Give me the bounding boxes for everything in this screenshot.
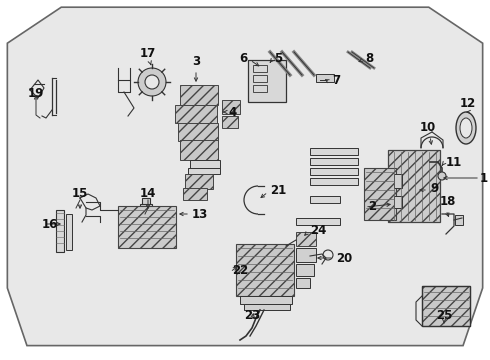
Text: 13: 13 [192,207,208,220]
FancyBboxPatch shape [296,264,314,276]
FancyBboxPatch shape [296,248,316,262]
Text: 11: 11 [446,156,462,168]
FancyBboxPatch shape [222,116,238,128]
FancyBboxPatch shape [248,60,286,102]
Text: 6: 6 [239,51,247,64]
FancyBboxPatch shape [310,196,340,203]
FancyBboxPatch shape [455,215,463,225]
Text: 21: 21 [270,184,286,197]
FancyBboxPatch shape [310,178,358,185]
FancyBboxPatch shape [244,304,290,310]
FancyBboxPatch shape [310,168,358,175]
FancyBboxPatch shape [296,232,316,246]
Text: 23: 23 [244,309,260,322]
Text: 2: 2 [368,199,376,212]
FancyBboxPatch shape [142,198,150,212]
FancyBboxPatch shape [394,196,402,208]
FancyBboxPatch shape [296,218,340,225]
Text: 25: 25 [436,309,452,322]
FancyBboxPatch shape [388,150,440,222]
FancyBboxPatch shape [188,168,220,174]
Text: 1: 1 [480,171,488,185]
Polygon shape [7,7,483,346]
Text: 16: 16 [42,217,58,230]
Ellipse shape [460,118,472,138]
FancyBboxPatch shape [118,206,176,248]
Text: 20: 20 [336,252,352,265]
FancyBboxPatch shape [310,158,358,165]
Circle shape [145,75,159,89]
Text: 15: 15 [72,187,88,200]
FancyBboxPatch shape [175,105,217,123]
Text: 4: 4 [228,105,236,118]
FancyBboxPatch shape [180,140,218,160]
FancyBboxPatch shape [66,214,72,250]
Text: 19: 19 [28,87,44,100]
Text: 7: 7 [332,73,340,86]
FancyBboxPatch shape [180,85,218,105]
Text: 18: 18 [440,195,456,208]
Circle shape [438,172,446,180]
FancyBboxPatch shape [56,210,64,252]
Circle shape [138,68,166,96]
FancyBboxPatch shape [178,123,218,141]
FancyBboxPatch shape [236,244,294,296]
Text: 10: 10 [420,121,436,134]
Text: 24: 24 [310,224,326,237]
FancyBboxPatch shape [310,148,358,155]
Text: 5: 5 [274,51,282,64]
FancyBboxPatch shape [316,74,334,82]
FancyBboxPatch shape [222,100,240,114]
Text: 17: 17 [140,47,156,60]
Text: 22: 22 [232,264,248,276]
FancyBboxPatch shape [140,204,152,210]
Ellipse shape [456,112,476,144]
Text: 9: 9 [430,181,438,194]
FancyBboxPatch shape [364,168,396,220]
FancyBboxPatch shape [185,174,213,189]
FancyBboxPatch shape [422,286,470,326]
Text: 8: 8 [365,51,373,64]
FancyBboxPatch shape [394,174,402,188]
FancyBboxPatch shape [240,296,292,304]
FancyBboxPatch shape [296,278,310,288]
FancyBboxPatch shape [190,160,220,168]
FancyBboxPatch shape [183,188,207,200]
Text: 14: 14 [140,187,156,200]
Text: 3: 3 [192,55,200,68]
Text: 12: 12 [460,97,476,110]
